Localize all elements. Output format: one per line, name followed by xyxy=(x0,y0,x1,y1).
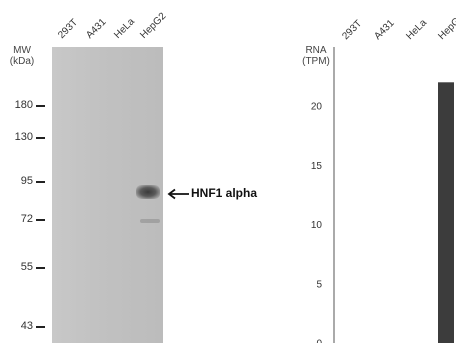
marker-dash-72 xyxy=(36,219,45,221)
marker-dash-43 xyxy=(36,326,45,328)
marker-label-55: 55 xyxy=(20,261,33,273)
rna-ytick-label: 15 xyxy=(311,161,323,172)
rna-ytick-label: 20 xyxy=(311,102,323,113)
marker-dash-130 xyxy=(36,137,45,139)
rna-category-label: HepG2 xyxy=(436,12,456,42)
mw-header-line1: MW xyxy=(13,45,31,56)
rna-ylabel-line2: (TPM) xyxy=(302,56,330,67)
left-arrow-icon xyxy=(167,188,189,200)
mw-header: MW (kDa) xyxy=(4,45,40,67)
marker-label-180: 180 xyxy=(14,99,33,111)
hnf1-alpha-band xyxy=(136,185,160,199)
mw-header-line2: (kDa) xyxy=(9,56,35,67)
rna-ytick-label: 5 xyxy=(316,279,322,290)
rna-category-label: A431 xyxy=(372,18,397,43)
rna-axis-title: RNA (TPM) xyxy=(296,45,336,67)
marker-label-130: 130 xyxy=(14,131,33,143)
rna-ylabel-line1: RNA xyxy=(305,45,327,56)
rna-category-label: 293T xyxy=(340,18,364,42)
marker-label-95: 95 xyxy=(20,175,33,187)
marker-label-43: 43 xyxy=(20,320,33,332)
rna-bar xyxy=(438,82,454,343)
marker-dash-95 xyxy=(36,181,45,183)
rna-category-label: HeLa xyxy=(404,17,429,42)
rna-ytick-label: 0 xyxy=(316,339,322,343)
band-annotation: HNF1 alpha xyxy=(191,186,258,200)
faint-band xyxy=(140,219,160,223)
marker-label-72: 72 xyxy=(20,213,33,225)
rna-ytick-label: 10 xyxy=(311,220,323,231)
marker-dash-55 xyxy=(36,267,45,269)
marker-dash-180 xyxy=(36,105,45,107)
